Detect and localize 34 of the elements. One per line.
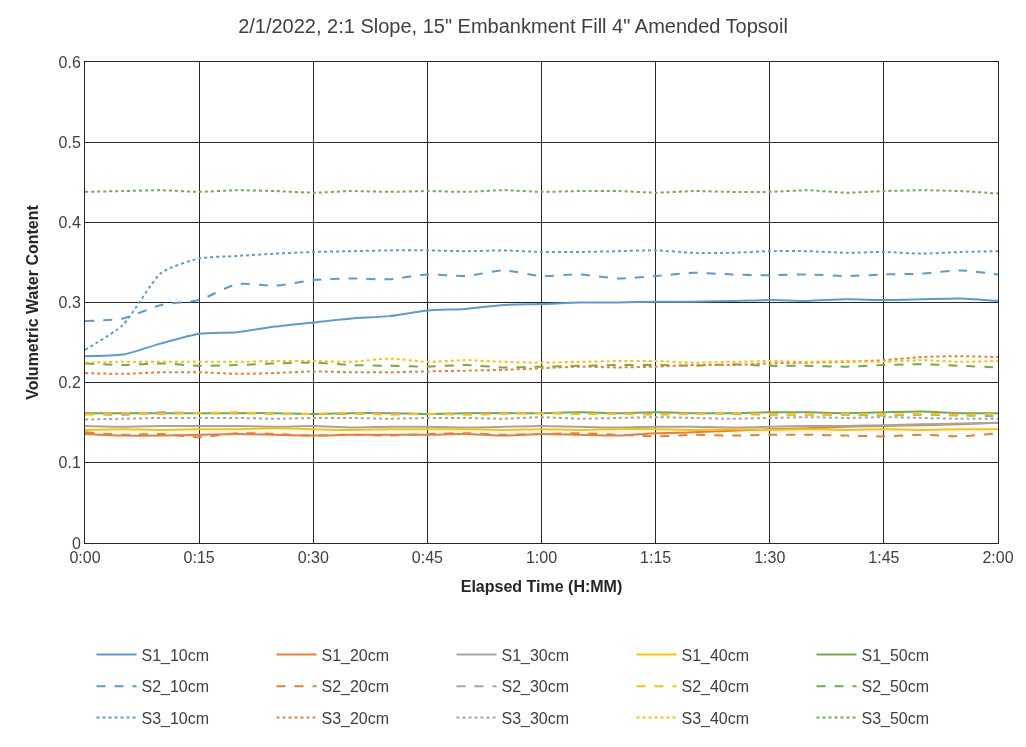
legend-label: S2_30cm xyxy=(501,678,570,697)
x-tick-label: 1:30 xyxy=(754,549,786,567)
legend-label: S1_40cm xyxy=(681,646,750,665)
legend-label: S1_50cm xyxy=(861,646,930,665)
x-tick-label: 0:30 xyxy=(297,549,329,567)
legend-label: S2_20cm xyxy=(321,678,390,697)
y-tick-label: 0.4 xyxy=(58,213,81,231)
y-tick-label: 0.6 xyxy=(58,53,81,71)
legend-label: S3_10cm xyxy=(141,709,210,728)
legend-label: S2_10cm xyxy=(141,678,210,697)
legend-label: S2_50cm xyxy=(861,678,930,697)
x-tick-label: 1:00 xyxy=(525,549,558,567)
legend-label: S3_50cm xyxy=(861,709,930,728)
legend-label: S1_20cm xyxy=(321,646,390,665)
legend-label: S3_30cm xyxy=(501,709,570,728)
x-tick-label: 0:00 xyxy=(69,549,101,567)
legend-label: S3_40cm xyxy=(681,709,750,728)
x-tick-label: 1:15 xyxy=(640,549,672,567)
x-tick-label: 1:45 xyxy=(868,549,900,567)
legend-label: S2_40cm xyxy=(681,678,750,697)
y-tick-label: 0.3 xyxy=(58,294,81,312)
y-tick-label: 0.1 xyxy=(58,454,81,472)
x-tick-label: 2:00 xyxy=(982,549,1014,567)
y-tick-label: 0.5 xyxy=(58,133,81,151)
legend-label: S1_10cm xyxy=(141,646,210,665)
x-tick-label: 0:45 xyxy=(411,549,444,567)
y-axis-title: Volumetric Water Content xyxy=(24,204,42,400)
x-axis-title: Elapsed Time (H:MM) xyxy=(460,577,623,595)
legend-label: S1_30cm xyxy=(501,646,570,665)
chart-title: 2/1/2022, 2:1 Slope, 15" Embankment Fill 4" Amended Topsoil xyxy=(238,14,788,37)
legend-label: S3_20cm xyxy=(321,709,390,728)
y-tick-label: 0.2 xyxy=(58,374,81,392)
y-tick-label: 0 xyxy=(71,534,81,552)
x-tick-label: 0:15 xyxy=(183,549,215,567)
